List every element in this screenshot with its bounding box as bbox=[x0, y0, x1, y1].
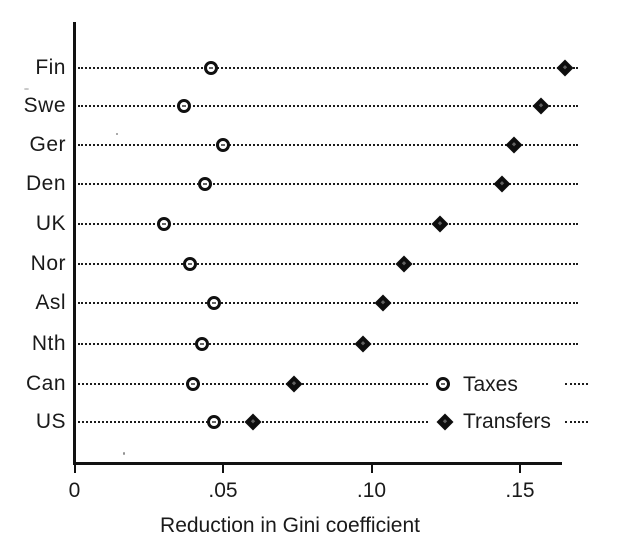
x-axis-title: Reduction in Gini coefficient bbox=[160, 514, 420, 537]
taxes-marker bbox=[207, 415, 222, 429]
category-label-ger: Ger bbox=[29, 133, 66, 156]
x-axis-tick bbox=[73, 465, 76, 473]
taxes-marker bbox=[198, 177, 213, 191]
row-dotted-line bbox=[78, 144, 578, 146]
row-dotted-line bbox=[78, 343, 578, 345]
row-dotted-line-tail bbox=[565, 421, 588, 423]
category-label-can: Can bbox=[25, 372, 66, 395]
transfers-marker bbox=[354, 335, 372, 353]
x-axis-tick bbox=[222, 465, 224, 473]
transfers-marker bbox=[395, 255, 413, 273]
category-label-den: Den bbox=[25, 172, 66, 195]
scan-speck bbox=[123, 452, 125, 455]
category-label-nth: Nth bbox=[31, 332, 66, 355]
category-label-uk: UK bbox=[35, 212, 66, 235]
taxes-marker bbox=[195, 337, 210, 351]
x-axis-tick-label: .10 bbox=[356, 479, 387, 502]
x-axis-line bbox=[73, 462, 562, 465]
transfers-marker bbox=[431, 215, 449, 233]
taxes-marker bbox=[186, 377, 201, 391]
x-axis-tick bbox=[519, 465, 521, 473]
transfers-marker bbox=[532, 97, 550, 115]
scan-speck bbox=[24, 88, 29, 90]
taxes-marker bbox=[207, 296, 222, 310]
taxes-marker bbox=[216, 138, 230, 152]
category-label-fin: Fin bbox=[35, 56, 66, 79]
legend-transfers-label: Transfers bbox=[463, 410, 551, 433]
category-label-nor: Nor bbox=[30, 252, 66, 275]
legend-taxes-label: Taxes bbox=[463, 373, 518, 396]
transfers-marker bbox=[285, 375, 303, 393]
category-label-swe: Swe bbox=[23, 94, 66, 117]
row-dotted-line bbox=[78, 302, 578, 304]
transfers-marker bbox=[556, 59, 574, 77]
y-axis-line bbox=[73, 22, 76, 465]
legend-transfers-marker-icon bbox=[436, 413, 454, 431]
x-axis-tick-label: 0 bbox=[68, 479, 81, 502]
transfers-marker bbox=[374, 294, 392, 312]
taxes-marker bbox=[183, 257, 198, 271]
taxes-marker bbox=[156, 217, 171, 231]
category-label-us: US bbox=[35, 410, 66, 433]
x-axis-tick-label: .05 bbox=[208, 479, 238, 502]
row-dotted-line bbox=[78, 263, 578, 265]
row-dotted-line bbox=[78, 67, 578, 69]
row-dotted-line-tail bbox=[565, 383, 588, 385]
row-dotted-line bbox=[78, 223, 578, 225]
transfers-marker bbox=[493, 175, 511, 193]
row-dotted-line bbox=[78, 183, 578, 185]
category-label-asl: Asl bbox=[35, 291, 66, 314]
taxes-marker bbox=[177, 99, 192, 113]
transfers-marker bbox=[505, 136, 523, 154]
x-axis-tick-label: .15 bbox=[505, 479, 535, 502]
taxes-marker bbox=[204, 61, 219, 75]
legend-taxes-marker-icon bbox=[436, 377, 450, 391]
x-axis-tick bbox=[370, 465, 373, 473]
scan-speck bbox=[116, 133, 118, 135]
transfers-marker bbox=[244, 413, 262, 431]
row-dotted-line bbox=[78, 383, 428, 385]
row-dotted-line bbox=[78, 105, 578, 107]
